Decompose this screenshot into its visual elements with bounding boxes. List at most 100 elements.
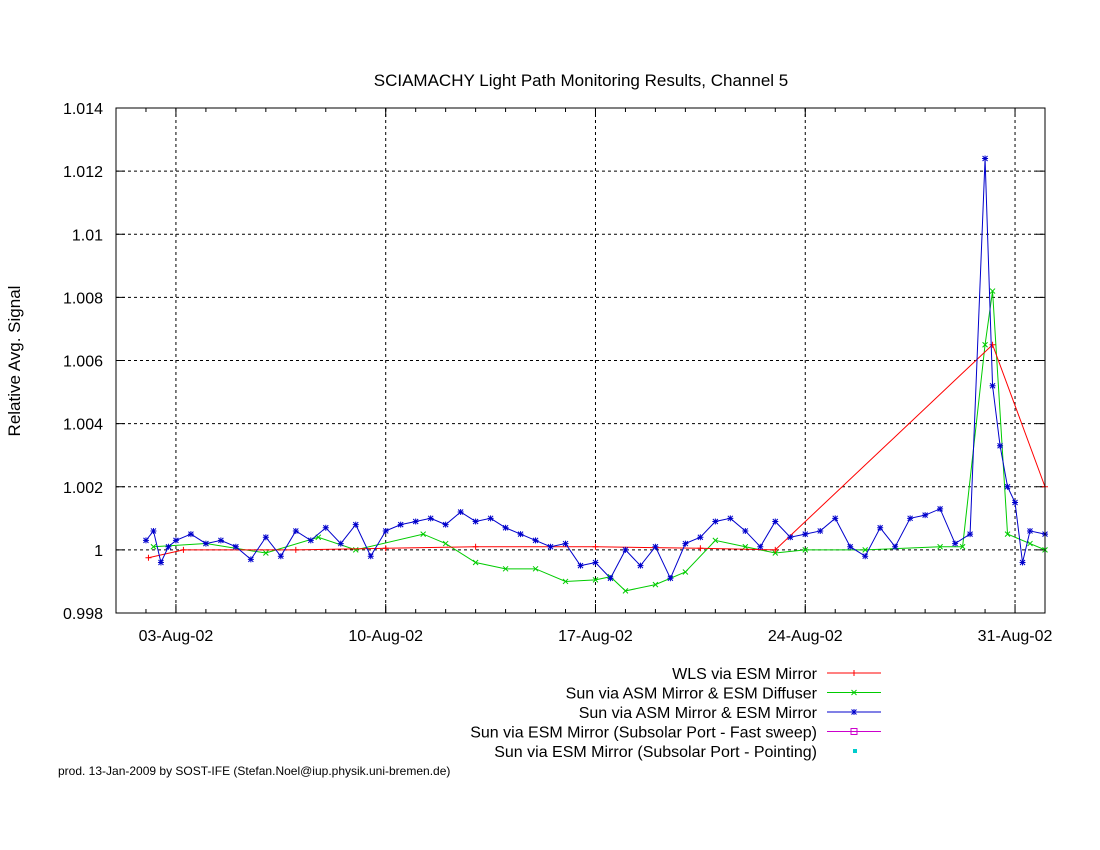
- data-point: [652, 581, 659, 588]
- data-point: [772, 518, 779, 525]
- data-point: [877, 524, 884, 531]
- series-2: [142, 155, 1048, 582]
- data-point: [292, 546, 299, 553]
- data-point: [562, 540, 569, 547]
- y-tick-label: 1.01: [72, 227, 103, 244]
- data-point: [712, 518, 719, 525]
- data-point: [607, 575, 614, 582]
- data-point: [697, 534, 704, 541]
- data-point: [982, 155, 989, 162]
- data-point: [982, 341, 988, 348]
- data-point: [592, 559, 599, 566]
- data-point: [652, 543, 659, 550]
- data-point: [547, 543, 554, 550]
- data-point: [247, 556, 254, 563]
- x-tick-label: 31-Aug-02: [978, 628, 1053, 645]
- data-point: [892, 543, 899, 550]
- data-point: [322, 524, 329, 531]
- y-tick-label: 1: [94, 543, 103, 560]
- data-point: [232, 543, 239, 550]
- data-point: [352, 547, 359, 553]
- data-point: [145, 554, 152, 561]
- data-point: [457, 509, 464, 515]
- data-point: [937, 543, 943, 550]
- data-point: [292, 527, 299, 534]
- data-point: [997, 442, 1004, 449]
- data-point: [367, 553, 374, 560]
- data-point: [262, 534, 269, 541]
- data-point: [202, 540, 209, 547]
- data-point: [180, 546, 187, 553]
- plot-frame: [115, 107, 1046, 614]
- series-0: [145, 341, 1048, 561]
- data-point: [472, 543, 479, 550]
- data-point: [165, 543, 172, 550]
- data-point: [262, 550, 269, 556]
- data-point: [712, 537, 719, 544]
- data-point: [989, 341, 996, 348]
- data-point: [172, 537, 179, 544]
- data-point: [727, 515, 734, 522]
- grid-lines: [116, 108, 1045, 613]
- data-point: [142, 537, 149, 544]
- data-point: [1027, 527, 1034, 534]
- x-tick-label: 03-Aug-02: [139, 628, 214, 645]
- data-point: [187, 531, 194, 538]
- x-tick-label: 10-Aug-02: [348, 628, 423, 645]
- data-point: [772, 546, 779, 553]
- data-point: [502, 524, 509, 531]
- y-tick-label: 1.006: [63, 354, 103, 371]
- legend-label: Sun via ASM Mirror & ESM Diffuser: [566, 686, 818, 703]
- data-point: [757, 543, 764, 550]
- data-point: [472, 559, 479, 566]
- data-point: [959, 543, 966, 550]
- data-point: [682, 569, 689, 575]
- data-point: [697, 545, 704, 552]
- legend-label: Sun via ASM Mirror & ESM Mirror: [579, 705, 818, 722]
- data-point: [382, 545, 389, 552]
- legend-label: Sun via ESM Mirror (Subsolar Port - Fast…: [470, 725, 817, 742]
- data-point: [862, 547, 869, 553]
- data-point: [562, 578, 569, 585]
- data-point: [989, 382, 996, 389]
- data-point: [682, 540, 689, 547]
- chart-title: SCIAMACHY Light Path Monitoring Results,…: [374, 71, 789, 90]
- data-point: [952, 540, 959, 547]
- x-tick-label: 24-Aug-02: [768, 628, 843, 645]
- legend-marker: [851, 689, 857, 696]
- data-point: [622, 546, 629, 553]
- data-point: [742, 543, 749, 550]
- data-point: [787, 534, 794, 541]
- data-point: [592, 543, 599, 550]
- data-point: [907, 515, 914, 522]
- y-tick-label: 1.004: [63, 417, 103, 434]
- y-tick-label: 0.998: [63, 606, 103, 623]
- data-point: [517, 531, 524, 538]
- y-tick-label: 1.008: [63, 290, 103, 307]
- data-point: [532, 537, 539, 544]
- data-point: [862, 553, 869, 560]
- data-point: [487, 515, 494, 522]
- data-point: [277, 553, 284, 560]
- legend-marker: [853, 749, 857, 753]
- data-point: [802, 531, 809, 538]
- legend-marker: [851, 670, 857, 676]
- data-point: [592, 577, 599, 583]
- data-point: [472, 518, 479, 525]
- data-point: [427, 515, 434, 522]
- legend-label: WLS via ESM Mirror: [672, 666, 818, 683]
- data-point: [1004, 483, 1011, 490]
- data-point: [847, 543, 854, 550]
- series-line: [145, 158, 1046, 580]
- data-point: [217, 537, 224, 544]
- data-point: [577, 562, 584, 569]
- series-line: [148, 343, 1046, 559]
- legend-marker: [851, 709, 857, 715]
- data-point: [442, 521, 449, 528]
- legend-label: Sun via ESM Mirror (Subsolar Port - Poin…: [494, 744, 817, 761]
- data-point: [922, 512, 929, 519]
- data-point: [637, 562, 644, 569]
- data-point: [532, 565, 539, 572]
- data-point: [352, 521, 359, 528]
